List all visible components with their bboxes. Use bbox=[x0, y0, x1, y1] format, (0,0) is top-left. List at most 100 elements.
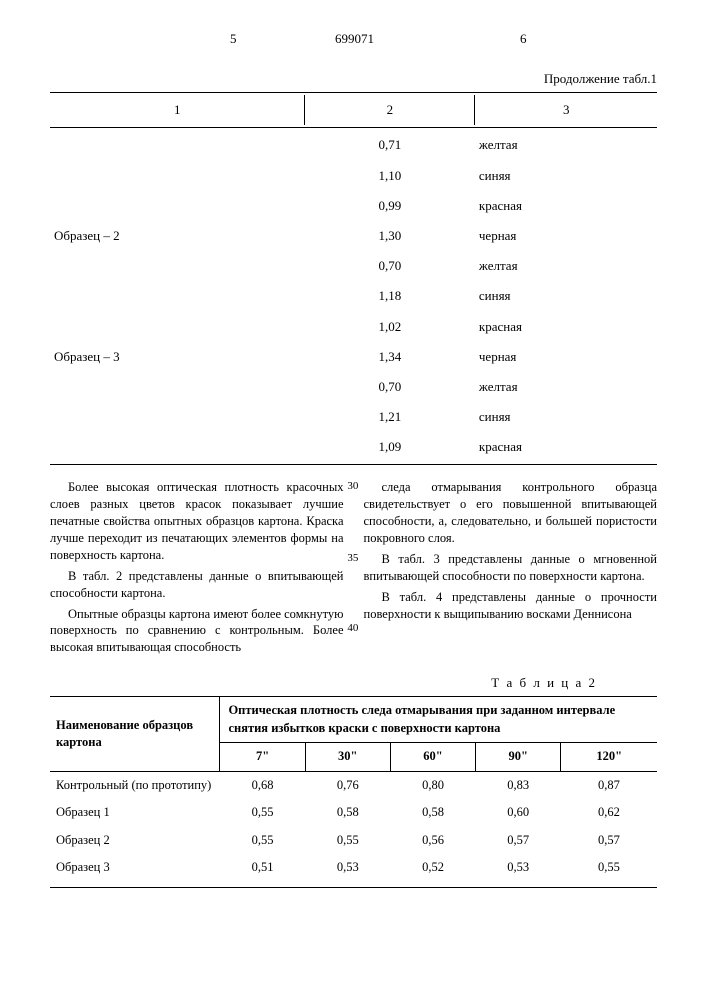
table2-cell-value: 0,62 bbox=[561, 799, 657, 827]
table-row: Образец – 31,34черная bbox=[50, 342, 657, 372]
table-row: 1,21синяя bbox=[50, 402, 657, 432]
table1-cell-sample bbox=[50, 251, 305, 281]
table1-cell-color: желтая bbox=[475, 251, 657, 281]
table-row: 0,70желтая bbox=[50, 372, 657, 402]
table1-cell-value: 0,99 bbox=[305, 191, 475, 221]
table2-cell-value: 0,55 bbox=[220, 799, 305, 827]
table2-cell-value: 0,83 bbox=[476, 771, 561, 799]
table1-cell-sample: Образец – 3 bbox=[50, 342, 305, 372]
table1: 1 2 3 bbox=[50, 95, 657, 125]
table2-cell-value: 0,57 bbox=[561, 827, 657, 855]
table1-cell-value: 1,10 bbox=[305, 161, 475, 191]
table1-cell-color: красная bbox=[475, 312, 657, 342]
paragraph: Более высокая оптическая плотность красо… bbox=[50, 479, 344, 563]
table1-header-3: 3 bbox=[475, 95, 657, 125]
table1-cell-color: желтая bbox=[475, 372, 657, 402]
table1-cell-value: 1,09 bbox=[305, 432, 475, 462]
page-header: 5 699071 6 bbox=[50, 30, 657, 60]
table-row: 0,71желтая bbox=[50, 130, 657, 160]
table1-cell-value: 1,30 bbox=[305, 221, 475, 251]
table2-cell-value: 0,80 bbox=[390, 771, 475, 799]
table-row: Образец – 21,30черная bbox=[50, 221, 657, 251]
table2-cell-value: 0,55 bbox=[561, 854, 657, 887]
table1-cell-sample bbox=[50, 372, 305, 402]
table1-header-2: 2 bbox=[305, 95, 475, 125]
table2: Наименование образцов картона Оптическая… bbox=[50, 696, 657, 888]
table2-cell-value: 0,55 bbox=[220, 827, 305, 855]
table2-col-30: 30" bbox=[305, 743, 390, 772]
table-row: 0,70желтая bbox=[50, 251, 657, 281]
table2-cell-value: 0,87 bbox=[561, 771, 657, 799]
table2-cell-value: 0,76 bbox=[305, 771, 390, 799]
table1-cell-sample bbox=[50, 161, 305, 191]
paragraph: В табл. 3 представлены данные о мгновенн… bbox=[364, 551, 658, 585]
table2-cell-value: 0,58 bbox=[305, 799, 390, 827]
table2-cell-name: Образец 1 bbox=[50, 799, 220, 827]
table2-label: Т а б л и ц а 2 bbox=[50, 674, 657, 692]
table1-cell-sample: Образец – 2 bbox=[50, 221, 305, 251]
table2-header-name: Наименование образцов картона bbox=[50, 697, 220, 772]
table1-cell-sample bbox=[50, 281, 305, 311]
table-row: 1,09красная bbox=[50, 432, 657, 462]
page-number-left: 5 bbox=[230, 30, 237, 48]
table2-cell-value: 0,68 bbox=[220, 771, 305, 799]
paragraph: В табл. 4 представлены данные о прочност… bbox=[364, 589, 658, 623]
paragraph: Опытные образцы картона имеют более сомк… bbox=[50, 606, 344, 657]
page-number-right: 6 bbox=[520, 30, 527, 48]
table1-cell-value: 0,71 bbox=[305, 130, 475, 160]
table-row: Образец 20,550,550,560,570,57 bbox=[50, 827, 657, 855]
line-number-35: 35 bbox=[347, 551, 358, 566]
table2-col-90: 90" bbox=[476, 743, 561, 772]
table1-cell-color: черная bbox=[475, 342, 657, 372]
table2-cell-value: 0,56 bbox=[390, 827, 475, 855]
table1-cell-color: черная bbox=[475, 221, 657, 251]
table-row: 1,10синяя bbox=[50, 161, 657, 191]
table2-header-group: Оптическая плотность следа отмарывания п… bbox=[220, 697, 657, 743]
table-row: 1,18синяя bbox=[50, 281, 657, 311]
line-number-40: 40 bbox=[347, 621, 358, 636]
line-number-30: 30 bbox=[347, 479, 358, 494]
table2-cell-value: 0,52 bbox=[390, 854, 475, 887]
table1-cell-value: 0,70 bbox=[305, 251, 475, 281]
table1-body: 0,71желтая1,10синяя0,99краснаяОбразец – … bbox=[50, 130, 657, 462]
body-column-right: следа отмарывания контрольного образца с… bbox=[364, 479, 658, 660]
table1-cell-color: красная bbox=[475, 432, 657, 462]
table2-cell-value: 0,60 bbox=[476, 799, 561, 827]
table1-cell-color: синяя bbox=[475, 161, 657, 191]
table2-cell-name: Образец 2 bbox=[50, 827, 220, 855]
table2-cell-name: Образец 3 bbox=[50, 854, 220, 887]
table1-cell-sample bbox=[50, 130, 305, 160]
table-row: Образец 10,550,580,580,600,62 bbox=[50, 799, 657, 827]
table2-col-60: 60" bbox=[390, 743, 475, 772]
table2-cell-name: Контрольный (по прототипу) bbox=[50, 771, 220, 799]
table1-continuation-label: Продолжение табл.1 bbox=[50, 70, 657, 88]
table2-cell-value: 0,53 bbox=[476, 854, 561, 887]
table2-cell-value: 0,55 bbox=[305, 827, 390, 855]
body-column-left: Более высокая оптическая плотность красо… bbox=[50, 479, 344, 660]
table1-cell-sample bbox=[50, 402, 305, 432]
table1-header-1: 1 bbox=[50, 95, 305, 125]
table1-cell-color: красная bbox=[475, 191, 657, 221]
table-row: 1,02красная bbox=[50, 312, 657, 342]
table2-cell-value: 0,53 bbox=[305, 854, 390, 887]
table2-cell-value: 0,58 bbox=[390, 799, 475, 827]
table1-cell-sample bbox=[50, 191, 305, 221]
table1-cell-sample bbox=[50, 312, 305, 342]
paragraph: следа отмарывания контрольного образца с… bbox=[364, 479, 658, 547]
table1-cell-value: 1,21 bbox=[305, 402, 475, 432]
table1-top-rule bbox=[50, 92, 657, 93]
table1-cell-value: 0,70 bbox=[305, 372, 475, 402]
table1-cell-color: синяя bbox=[475, 281, 657, 311]
paragraph: В табл. 2 представлены данные о впитываю… bbox=[50, 568, 344, 602]
table1-cell-value: 1,34 bbox=[305, 342, 475, 372]
table1-cell-color: желтая bbox=[475, 130, 657, 160]
table2-col-120: 120" bbox=[561, 743, 657, 772]
table1-header-rule bbox=[50, 127, 657, 128]
document-id: 699071 bbox=[335, 30, 374, 48]
table1-cell-value: 1,18 bbox=[305, 281, 475, 311]
table2-cell-value: 0,57 bbox=[476, 827, 561, 855]
table1-cell-sample bbox=[50, 432, 305, 462]
table-row: Образец 30,510,530,520,530,55 bbox=[50, 854, 657, 887]
table2-cell-value: 0,51 bbox=[220, 854, 305, 887]
table-row: Контрольный (по прототипу)0,680,760,800,… bbox=[50, 771, 657, 799]
